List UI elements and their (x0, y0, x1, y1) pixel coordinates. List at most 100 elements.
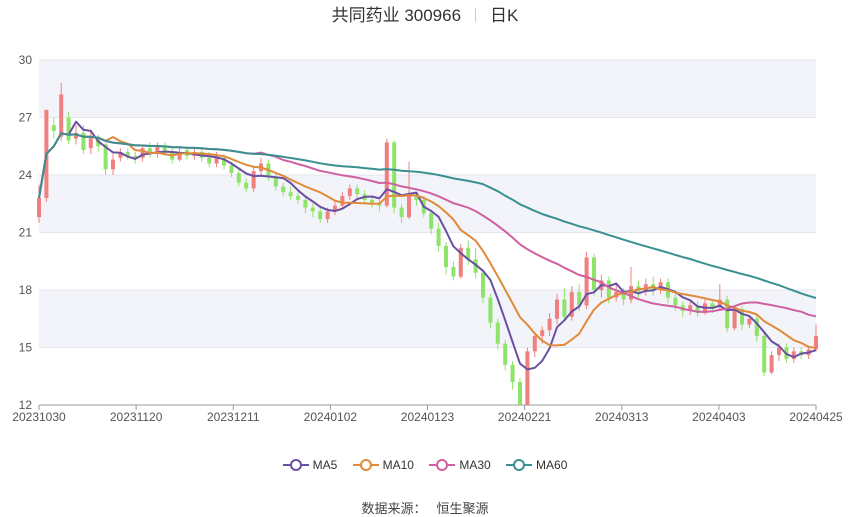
source-value: 恒生聚源 (436, 501, 489, 516)
candle-body (273, 176, 278, 187)
y-axis: 30 27 24 21 18 15 12 (19, 53, 33, 412)
candle-body (532, 336, 537, 352)
candle-body (813, 336, 819, 350)
candle-body (466, 247, 471, 260)
legend-item-ma5[interactable]: MA5 (282, 458, 338, 472)
candle (244, 178, 249, 193)
candle (288, 186, 293, 200)
stock-name: 共同药业 300966 (331, 6, 462, 25)
candle (554, 293, 560, 325)
candle-body (103, 144, 108, 170)
candle-body (155, 146, 160, 154)
candle-body (384, 142, 389, 206)
candle (473, 247, 478, 279)
x-tick-label: 20240313 (595, 410, 649, 424)
candle (739, 305, 745, 331)
y-tick-label: 12 (19, 398, 33, 412)
candle (569, 286, 574, 321)
candle (303, 196, 308, 214)
candle-body (473, 259, 478, 273)
candle (525, 347, 530, 405)
title-separator (475, 8, 477, 22)
candle (436, 222, 441, 252)
candle-body (281, 186, 286, 193)
candle-body (236, 173, 241, 183)
candle-body (495, 322, 500, 344)
plot-background (39, 60, 816, 348)
candle (562, 288, 567, 321)
band (39, 60, 816, 118)
candle-body (562, 299, 567, 317)
candle (66, 111, 71, 145)
candle-body (510, 364, 515, 382)
candle (769, 351, 774, 375)
candle (451, 261, 456, 281)
candle (762, 332, 767, 377)
candle-body (177, 152, 182, 160)
candle (133, 152, 138, 164)
ma10-legend-icon (352, 459, 379, 471)
y-tick-label: 27 (19, 111, 33, 125)
period-label: 日K (490, 6, 519, 25)
candle-body (725, 299, 730, 329)
candle (695, 301, 700, 317)
candle (347, 184, 352, 200)
candle-body (340, 196, 345, 206)
candle (236, 169, 241, 187)
candle (517, 378, 523, 405)
candle-body (769, 355, 774, 373)
source-label: 数据来源： (361, 501, 427, 516)
candle (443, 242, 449, 275)
data-source: 数据来源： 恒生聚源 (0, 498, 850, 517)
ma30-legend-icon (429, 459, 456, 471)
candle-body (606, 280, 611, 298)
candle-body (392, 142, 397, 208)
x-tick-label: 20240425 (789, 410, 843, 424)
candle-body (754, 318, 759, 336)
candle (36, 184, 42, 223)
candle-body (414, 196, 419, 200)
candle (628, 267, 634, 304)
x-tick-label: 20240403 (692, 410, 746, 424)
candle (673, 293, 678, 312)
candle (591, 253, 597, 296)
legend: MA5 MA10 MA30 MA60 (0, 458, 850, 475)
candle-body (110, 159, 116, 170)
candle (369, 196, 375, 208)
candle-body (214, 157, 219, 164)
candle (584, 251, 589, 310)
candle (377, 199, 382, 212)
candle-body (451, 267, 456, 277)
x-tick-label: 20240123 (401, 410, 455, 424)
legend-label-ma5: MA5 (312, 458, 338, 472)
candle-body (303, 199, 308, 208)
legend-item-ma10[interactable]: MA10 (352, 458, 414, 472)
ma60-legend-icon (506, 459, 533, 471)
candle (399, 203, 404, 223)
candle-body (540, 330, 545, 336)
legend-label-ma10: MA10 (382, 458, 414, 472)
candle-body (717, 299, 722, 308)
band (39, 290, 816, 348)
band (39, 175, 816, 233)
candle (510, 360, 515, 390)
candle-body (147, 148, 153, 154)
candle-body (584, 257, 589, 306)
y-tick-label: 18 (19, 283, 33, 297)
y-tick-label: 30 (19, 53, 33, 67)
legend-item-ma60[interactable]: MA60 (506, 458, 567, 472)
candle-body (591, 257, 597, 290)
legend-item-ma30[interactable]: MA30 (429, 458, 491, 472)
candle-body (436, 228, 441, 246)
ma5-legend-icon (282, 459, 309, 471)
legend-label-ma60: MA60 (536, 458, 568, 472)
candle (488, 293, 493, 329)
candle (281, 182, 286, 197)
candle-body (81, 132, 86, 151)
candle-body (347, 188, 352, 197)
candles (36, 83, 819, 405)
candle (547, 313, 552, 336)
candle (791, 347, 796, 363)
candle-body (332, 205, 338, 212)
